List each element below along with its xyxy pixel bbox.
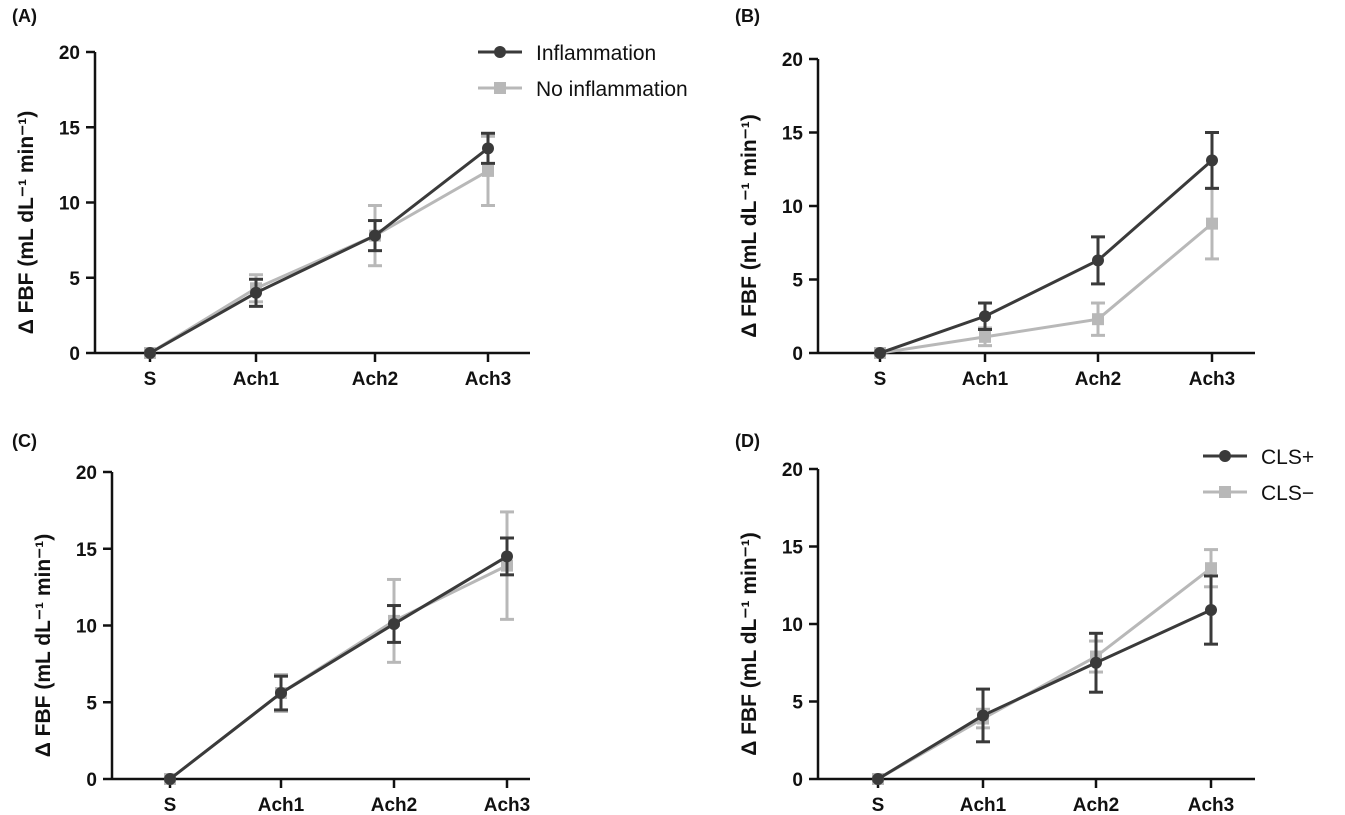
panel-label: (A) bbox=[12, 6, 37, 26]
y-tick-label: 5 bbox=[792, 271, 803, 292]
y-tick-label: 20 bbox=[782, 50, 803, 71]
data-point bbox=[144, 347, 156, 359]
legend: CLS+ CLS− bbox=[1203, 446, 1314, 505]
y-tick-label: 0 bbox=[792, 344, 803, 365]
chart-panel-b: (B) 0 5 10 15 20 S Ach1 Ach2 Ach3 Δ FBF (mL dL⁻¹ m… bbox=[735, 6, 1255, 390]
y-tick-label: 0 bbox=[792, 770, 803, 791]
data-point bbox=[501, 550, 513, 563]
legend-label: CLS+ bbox=[1261, 446, 1314, 469]
data-point bbox=[388, 617, 400, 630]
data-point bbox=[164, 773, 176, 785]
y-tick-label: 20 bbox=[782, 460, 803, 481]
data-point bbox=[482, 164, 494, 177]
data-point bbox=[979, 310, 991, 323]
series-light bbox=[874, 186, 1219, 359]
legend-label: CLS− bbox=[1261, 482, 1314, 505]
series-dark bbox=[144, 131, 495, 359]
y-tick-label: 15 bbox=[782, 538, 804, 559]
chart-panel-a: (A) 0 5 10 15 20 S Ach1 Ach2 Ach3 Δ FBF (mL dL⁻¹ m… bbox=[12, 6, 688, 390]
x-tick-label: Ach3 bbox=[1188, 795, 1234, 815]
y-tick-label: 5 bbox=[792, 693, 803, 714]
y-tick-label: 20 bbox=[76, 463, 97, 484]
y-axis-title: Δ FBF (mL dL⁻¹ min⁻¹) bbox=[15, 111, 38, 335]
y-axis-title: Δ FBF (mL dL⁻¹ min⁻¹) bbox=[32, 534, 55, 758]
y-tick-label: 0 bbox=[69, 344, 80, 365]
data-point bbox=[872, 773, 884, 785]
chart-panel-d: (D) 0 5 10 15 20 S Ach1 Ach2 Ach3 Δ FBF (mL dL⁻¹ m… bbox=[735, 431, 1314, 815]
series-line bbox=[149, 169, 489, 355]
x-tick-label: Ach3 bbox=[1189, 369, 1235, 390]
y-tick-label: 5 bbox=[69, 269, 80, 290]
series-line bbox=[879, 222, 1213, 355]
series-line bbox=[169, 555, 508, 781]
series-dark bbox=[874, 131, 1219, 359]
y-tick-label: 10 bbox=[782, 615, 803, 636]
x-tick-label: Ach1 bbox=[960, 795, 1007, 815]
x-tick-label: Ach1 bbox=[962, 369, 1009, 390]
x-tick-label: S bbox=[144, 369, 157, 390]
x-tick-label: Ach2 bbox=[1073, 795, 1119, 815]
panel-label: (D) bbox=[735, 431, 760, 451]
series-line bbox=[879, 159, 1213, 355]
x-tick-label: Ach1 bbox=[258, 795, 305, 815]
y-tick-label: 15 bbox=[76, 540, 98, 561]
x-tick-label: Ach3 bbox=[465, 369, 511, 390]
data-point bbox=[369, 229, 381, 242]
legend-marker bbox=[1219, 450, 1231, 462]
y-tick-label: 10 bbox=[59, 194, 80, 215]
legend-label: Inflammation bbox=[536, 42, 656, 65]
series-line bbox=[877, 608, 1212, 781]
data-point bbox=[1205, 604, 1217, 617]
x-tick-label: S bbox=[874, 369, 887, 390]
y-tick-label: 10 bbox=[782, 197, 803, 218]
legend-label: No inflammation bbox=[536, 78, 688, 101]
data-point bbox=[1092, 313, 1104, 326]
legend-marker bbox=[1219, 486, 1231, 498]
legend-marker bbox=[494, 82, 506, 94]
series-dark bbox=[872, 574, 1218, 785]
y-axis-title: Δ FBF (mL dL⁻¹ min⁻¹) bbox=[738, 114, 761, 338]
data-point bbox=[874, 347, 886, 359]
data-point bbox=[250, 286, 262, 299]
series-line bbox=[169, 564, 508, 781]
data-point bbox=[275, 687, 287, 700]
y-tick-label: 20 bbox=[59, 43, 80, 64]
data-point bbox=[1092, 254, 1104, 267]
y-tick-label: 0 bbox=[86, 770, 97, 791]
data-point bbox=[1206, 217, 1218, 230]
x-tick-label: S bbox=[164, 795, 177, 815]
chart-panel-c: (C) 0 5 10 15 20 S Ach1 Ach2 Ach3 Δ FBF (mL dL⁻¹ m… bbox=[12, 431, 530, 815]
x-tick-label: Ach3 bbox=[484, 795, 530, 815]
y-tick-label: 5 bbox=[86, 693, 97, 714]
data-point bbox=[977, 709, 989, 722]
y-tick-label: 15 bbox=[782, 124, 804, 145]
x-tick-label: Ach2 bbox=[1075, 369, 1121, 390]
x-tick-label: Ach2 bbox=[371, 795, 417, 815]
data-point bbox=[1090, 656, 1102, 669]
y-tick-label: 15 bbox=[59, 118, 81, 139]
panel-label: (C) bbox=[12, 431, 37, 451]
x-tick-label: S bbox=[872, 795, 885, 815]
series-line bbox=[149, 147, 489, 355]
y-axis-title: Δ FBF (mL dL⁻¹ min⁻¹) bbox=[738, 532, 761, 756]
series-dark bbox=[164, 536, 514, 785]
panel-label: (B) bbox=[735, 6, 760, 26]
data-point bbox=[482, 142, 494, 155]
x-tick-label: Ach2 bbox=[352, 369, 398, 390]
y-tick-label: 10 bbox=[76, 617, 97, 638]
legend: Inflammation No inflammation bbox=[478, 42, 688, 101]
data-point bbox=[1205, 562, 1217, 575]
x-tick-label: Ach1 bbox=[233, 369, 280, 390]
data-point bbox=[1206, 154, 1218, 167]
legend-marker bbox=[494, 46, 506, 58]
data-point bbox=[979, 330, 991, 343]
